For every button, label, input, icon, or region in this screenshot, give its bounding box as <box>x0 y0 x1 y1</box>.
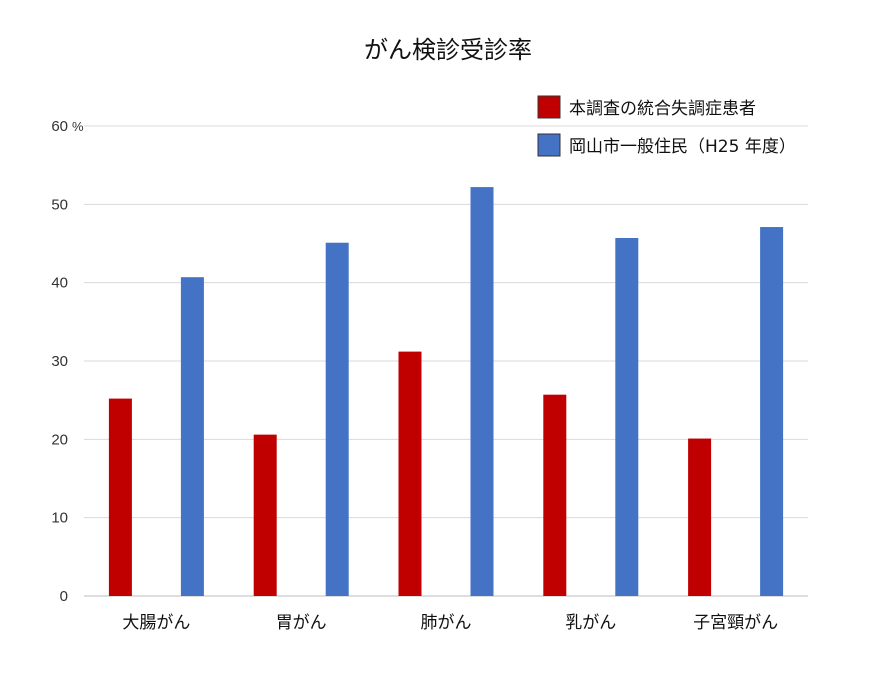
bar-general-residents <box>325 242 349 596</box>
bar-general-residents <box>615 238 639 596</box>
y-tick-label: 60 <box>51 118 68 135</box>
bars <box>108 187 784 597</box>
bar-study-patients <box>688 438 712 596</box>
x-tick-label: 肺がん <box>421 613 472 633</box>
y-tick-label: 50 <box>51 196 68 213</box>
legend-swatch <box>537 133 561 157</box>
y-tick-label: 20 <box>51 431 68 448</box>
bar-general-residents <box>470 187 494 596</box>
bar-study-patients <box>398 351 422 596</box>
bar-study-patients <box>108 398 132 596</box>
y-tick-label: 40 <box>51 275 68 292</box>
bar-general-residents <box>760 227 784 597</box>
y-axis: 0 10 20 30 40 50 60% <box>51 118 84 605</box>
bar-general-residents <box>180 277 204 596</box>
y-tick-label: 10 <box>51 510 68 527</box>
x-tick-label: 大腸がん <box>122 613 190 633</box>
chart-title: がん検診受診率 <box>364 36 532 64</box>
bar-study-patients <box>543 394 567 596</box>
y-tick-label: 0 <box>60 588 68 605</box>
legend-label: 岡山市一般住民（H25 年度） <box>569 137 796 157</box>
x-tick-label: 乳がん <box>565 613 616 633</box>
legend-swatch <box>537 95 561 119</box>
y-tick-label: 30 <box>51 353 68 370</box>
y-unit-label: % <box>72 119 84 134</box>
bar-study-patients <box>253 434 277 596</box>
gridlines <box>84 125 808 597</box>
x-tick-label: 子宮頸がん <box>693 613 778 633</box>
x-tick-label: 胃がん <box>276 613 327 633</box>
legend-label: 本調査の統合失調症患者 <box>569 99 756 119</box>
x-axis: 大腸がん 胃がん 肺がん 乳がん 子宮頸がん <box>122 613 778 633</box>
